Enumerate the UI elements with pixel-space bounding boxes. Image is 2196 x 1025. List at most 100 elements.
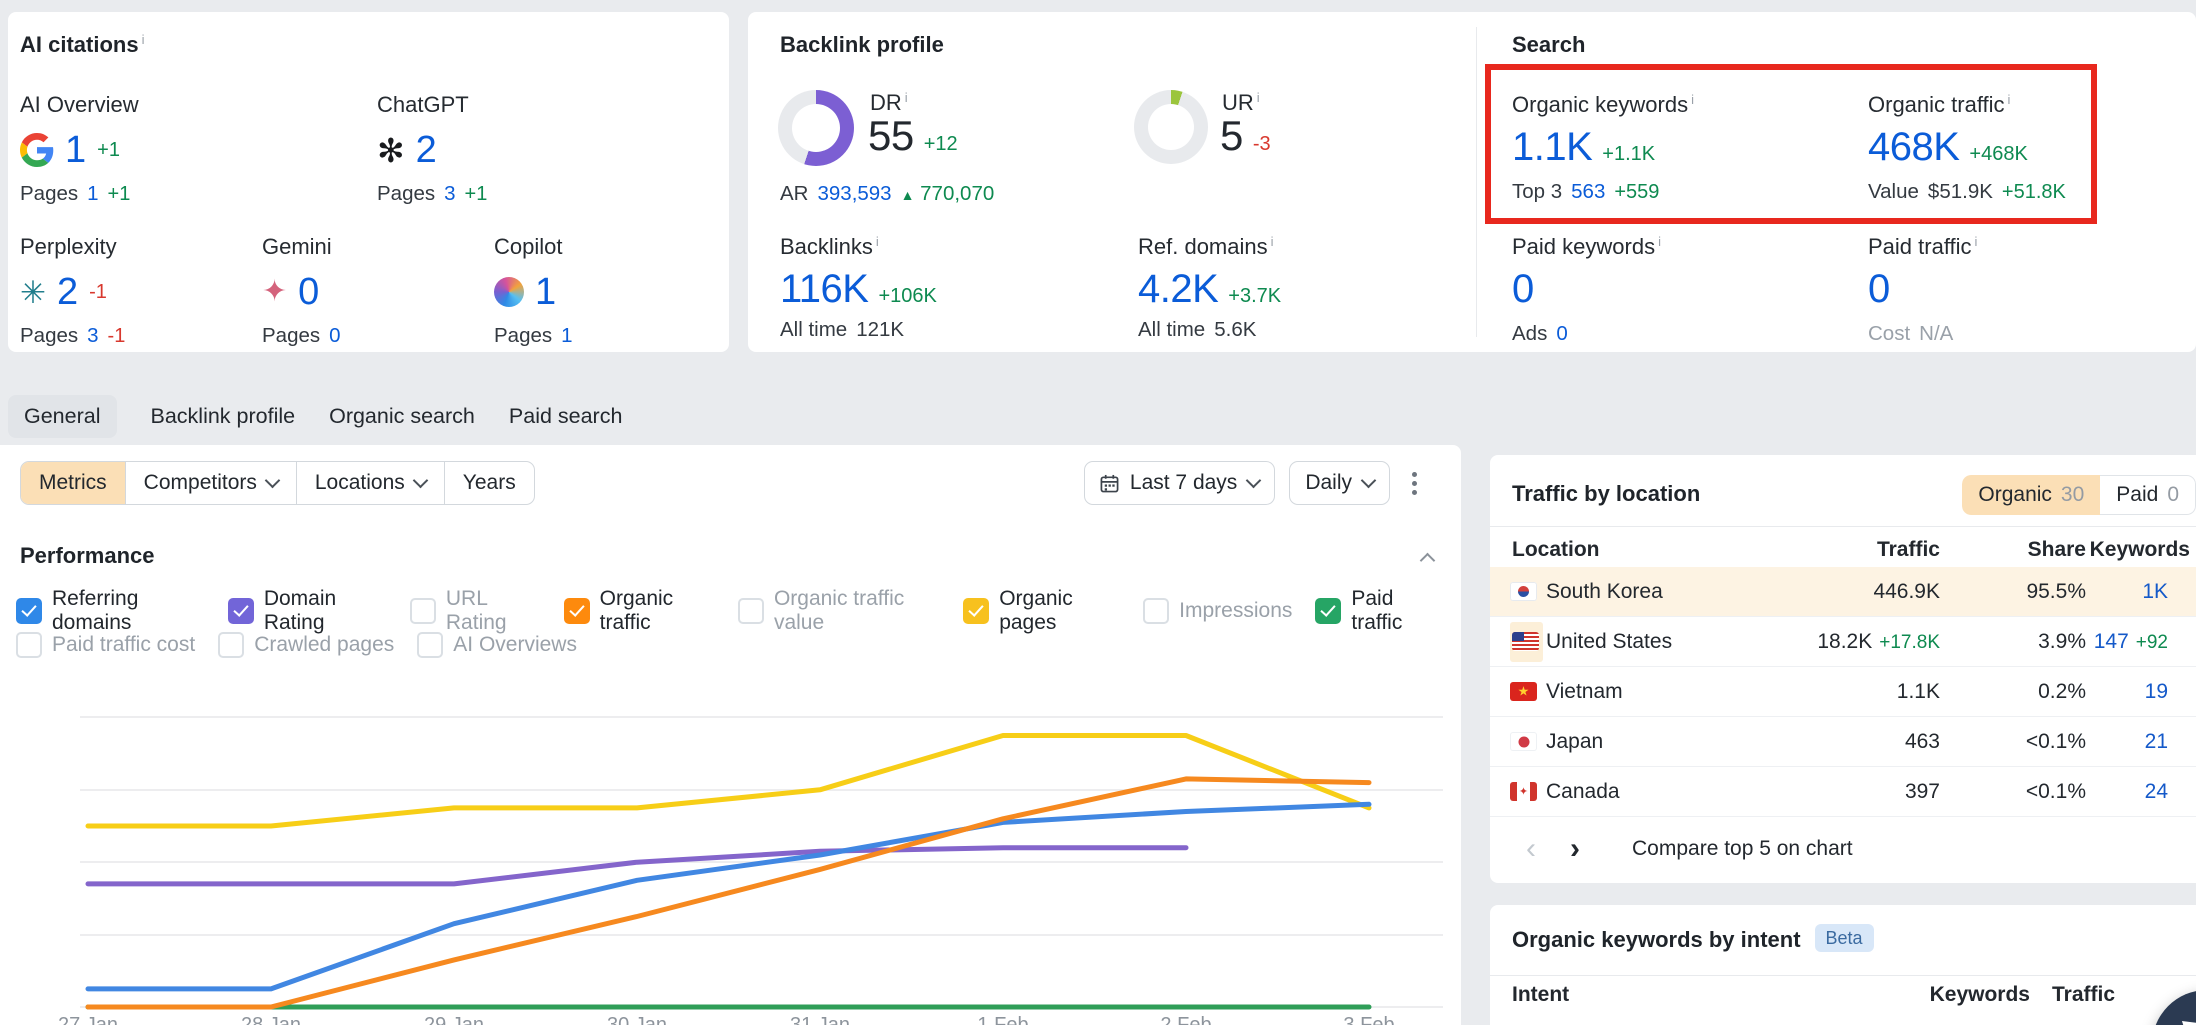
checkbox-label: Impressions xyxy=(1179,599,1292,623)
info-icon[interactable]: i xyxy=(905,90,908,105)
locations-dropdown[interactable]: Locations xyxy=(297,462,445,504)
pages-value[interactable]: 3 xyxy=(87,324,98,348)
ref-domains-value[interactable]: 4.2K xyxy=(1138,268,1218,310)
impressions-checkbox[interactable]: Impressions xyxy=(1143,598,1292,624)
performance-title: Performance xyxy=(20,543,155,569)
keywords-cell: 19 xyxy=(2086,680,2196,704)
paid-traffic-checkbox[interactable]: Paid traffic xyxy=(1315,587,1438,635)
organic-traffic-metric: Organic traffici 468K+468K Value$51.9K+5… xyxy=(1868,92,2066,204)
organic-keywords-value[interactable]: 1.1K xyxy=(1512,126,1592,168)
competitors-dropdown[interactable]: Competitors xyxy=(126,462,297,504)
location-name: United States xyxy=(1546,630,1810,654)
backlink-search-card: Backlink profile DRi 55 +12 AR 393,593 ▲… xyxy=(748,12,2196,352)
tab-paid-search[interactable]: Paid search xyxy=(509,404,623,429)
x-axis-label: 28 Jan xyxy=(241,1014,301,1025)
tab-backlink-profile[interactable]: Backlink profile xyxy=(151,404,296,429)
traffic-value: 463 xyxy=(1810,730,1940,754)
gemini-value: 0 xyxy=(298,271,319,314)
organic-pages-checkbox[interactable]: Organic pages xyxy=(963,587,1120,635)
info-icon[interactable]: i xyxy=(1257,90,1260,105)
metrics-filter-button[interactable]: Metrics xyxy=(21,462,126,504)
info-icon[interactable]: i xyxy=(1975,234,1978,249)
organic-keywords-metric: Organic keywordsi 1.1K+1.1K Top 3563+559 xyxy=(1512,92,1694,204)
info-icon[interactable]: i xyxy=(1691,92,1694,107)
ai-overview-value: 1 xyxy=(65,129,86,172)
traffic-value: 1.1K xyxy=(1810,680,1940,704)
copilot-label: Copilot xyxy=(494,234,573,260)
tab-organic-search[interactable]: Organic search xyxy=(329,404,475,429)
keywords-link[interactable]: 21 xyxy=(2145,730,2168,753)
toggle-organic[interactable]: Organic30 xyxy=(1962,475,2100,515)
overview-main-panel: Metrics Competitors Locations Years Last… xyxy=(0,445,1461,1025)
us-flag-icon xyxy=(1512,632,1539,651)
share-value: 0.2% xyxy=(1940,680,2086,704)
keywords-link[interactable]: 19 xyxy=(2145,680,2168,703)
share-value: <0.1% xyxy=(1940,780,2086,804)
checkbox-label: URL Rating xyxy=(446,587,541,635)
traffic-value: 397 xyxy=(1810,780,1940,804)
referring-domains-checkbox[interactable]: Referring domains xyxy=(16,587,205,635)
checkbox-label: Organic traffic xyxy=(600,587,715,635)
checkbox-label: Organic pages xyxy=(999,587,1120,635)
location-pagination: ‹ › Compare top 5 on chart xyxy=(1490,827,2196,871)
x-axis-label: 1 Feb xyxy=(977,1014,1028,1025)
pages-value[interactable]: 3 xyxy=(444,182,455,206)
info-icon[interactable]: i xyxy=(142,32,145,47)
domain-rating-checkbox[interactable]: Domain Rating xyxy=(228,587,387,635)
dr-value: 55 xyxy=(868,114,914,158)
paid-keywords-value[interactable]: 0 xyxy=(1512,268,1534,310)
info-icon[interactable]: i xyxy=(876,234,879,249)
table-row-vietnam: Vietnam1.1K0.2%19 xyxy=(1490,667,2196,717)
location-name: South Korea xyxy=(1546,580,1810,604)
keywords-link[interactable]: 24 xyxy=(2145,780,2168,803)
chatgpt-icon: ✻ xyxy=(377,134,405,167)
organic-traffic-value[interactable]: 468K xyxy=(1868,126,1959,168)
info-icon[interactable]: i xyxy=(1271,234,1274,249)
keywords-link[interactable]: 147 xyxy=(2094,630,2129,653)
more-options-kebab-icon[interactable] xyxy=(1404,466,1425,501)
years-filter-button[interactable]: Years xyxy=(445,462,534,504)
x-axis-label: 31 Jan xyxy=(790,1014,850,1025)
granularity-dropdown[interactable]: Daily xyxy=(1289,461,1390,505)
ref-domains-metric: Ref. domainsi 4.2K+3.7K All time5.6K xyxy=(1138,234,1281,342)
info-icon[interactable]: i xyxy=(1658,234,1661,249)
backlinks-value[interactable]: 116K xyxy=(780,268,868,310)
chevron-down-icon xyxy=(1246,473,1262,489)
organic-traffic-value-checkbox[interactable]: Organic traffic value xyxy=(738,587,940,635)
prev-page-button[interactable]: ‹ xyxy=(1516,834,1546,864)
col-location: Location xyxy=(1512,538,1810,562)
location-table-body: South Korea446.9K95.5%1KUnited States18.… xyxy=(1490,567,2196,817)
checkbox-label: Paid traffic xyxy=(1351,587,1438,635)
traffic-by-location-title: Traffic by location xyxy=(1512,481,1700,507)
ads-value[interactable]: 0 xyxy=(1556,322,1567,346)
table-row-south-korea: South Korea446.9K95.5%1K xyxy=(1490,567,2196,617)
compare-top5-link[interactable]: Compare top 5 on chart xyxy=(1632,837,1853,861)
next-page-button[interactable]: › xyxy=(1560,834,1590,864)
checkbox-icon xyxy=(16,598,42,624)
toggle-paid[interactable]: Paid0 xyxy=(2100,475,2196,515)
paid-traffic-value[interactable]: 0 xyxy=(1868,268,1890,310)
keywords-link[interactable]: 1K xyxy=(2142,580,2168,603)
ar-value[interactable]: 393,593 xyxy=(817,182,891,206)
url-rating-checkbox[interactable]: URL Rating xyxy=(410,587,541,635)
perplexity-value: 2 xyxy=(57,271,78,314)
pages-change: -1 xyxy=(108,325,126,348)
tab-general[interactable]: General xyxy=(8,395,117,438)
organic-traffic-checkbox[interactable]: Organic traffic xyxy=(564,587,715,635)
pages-value[interactable]: 1 xyxy=(561,324,572,348)
pages-value[interactable]: 0 xyxy=(329,324,340,348)
ai-overview-change: +1 xyxy=(97,139,120,162)
collapse-chevron-icon[interactable] xyxy=(1420,553,1436,569)
divider xyxy=(1490,526,2196,527)
checkbox-label: Referring domains xyxy=(52,587,205,635)
vn-flag-icon xyxy=(1510,682,1537,701)
report-tabbar: General Backlink profile Organic search … xyxy=(8,393,622,439)
backlinks-change: +106K xyxy=(878,285,936,308)
date-range-dropdown[interactable]: Last 7 days xyxy=(1084,461,1275,505)
up-triangle-icon: ▲ xyxy=(901,187,915,203)
organic-keywords-change: +1.1K xyxy=(1602,143,1655,166)
pages-value[interactable]: 1 xyxy=(87,182,98,206)
chart-line-referring-domains xyxy=(88,804,1369,989)
info-icon[interactable]: i xyxy=(2008,92,2011,107)
top3-value[interactable]: 563 xyxy=(1571,180,1605,204)
